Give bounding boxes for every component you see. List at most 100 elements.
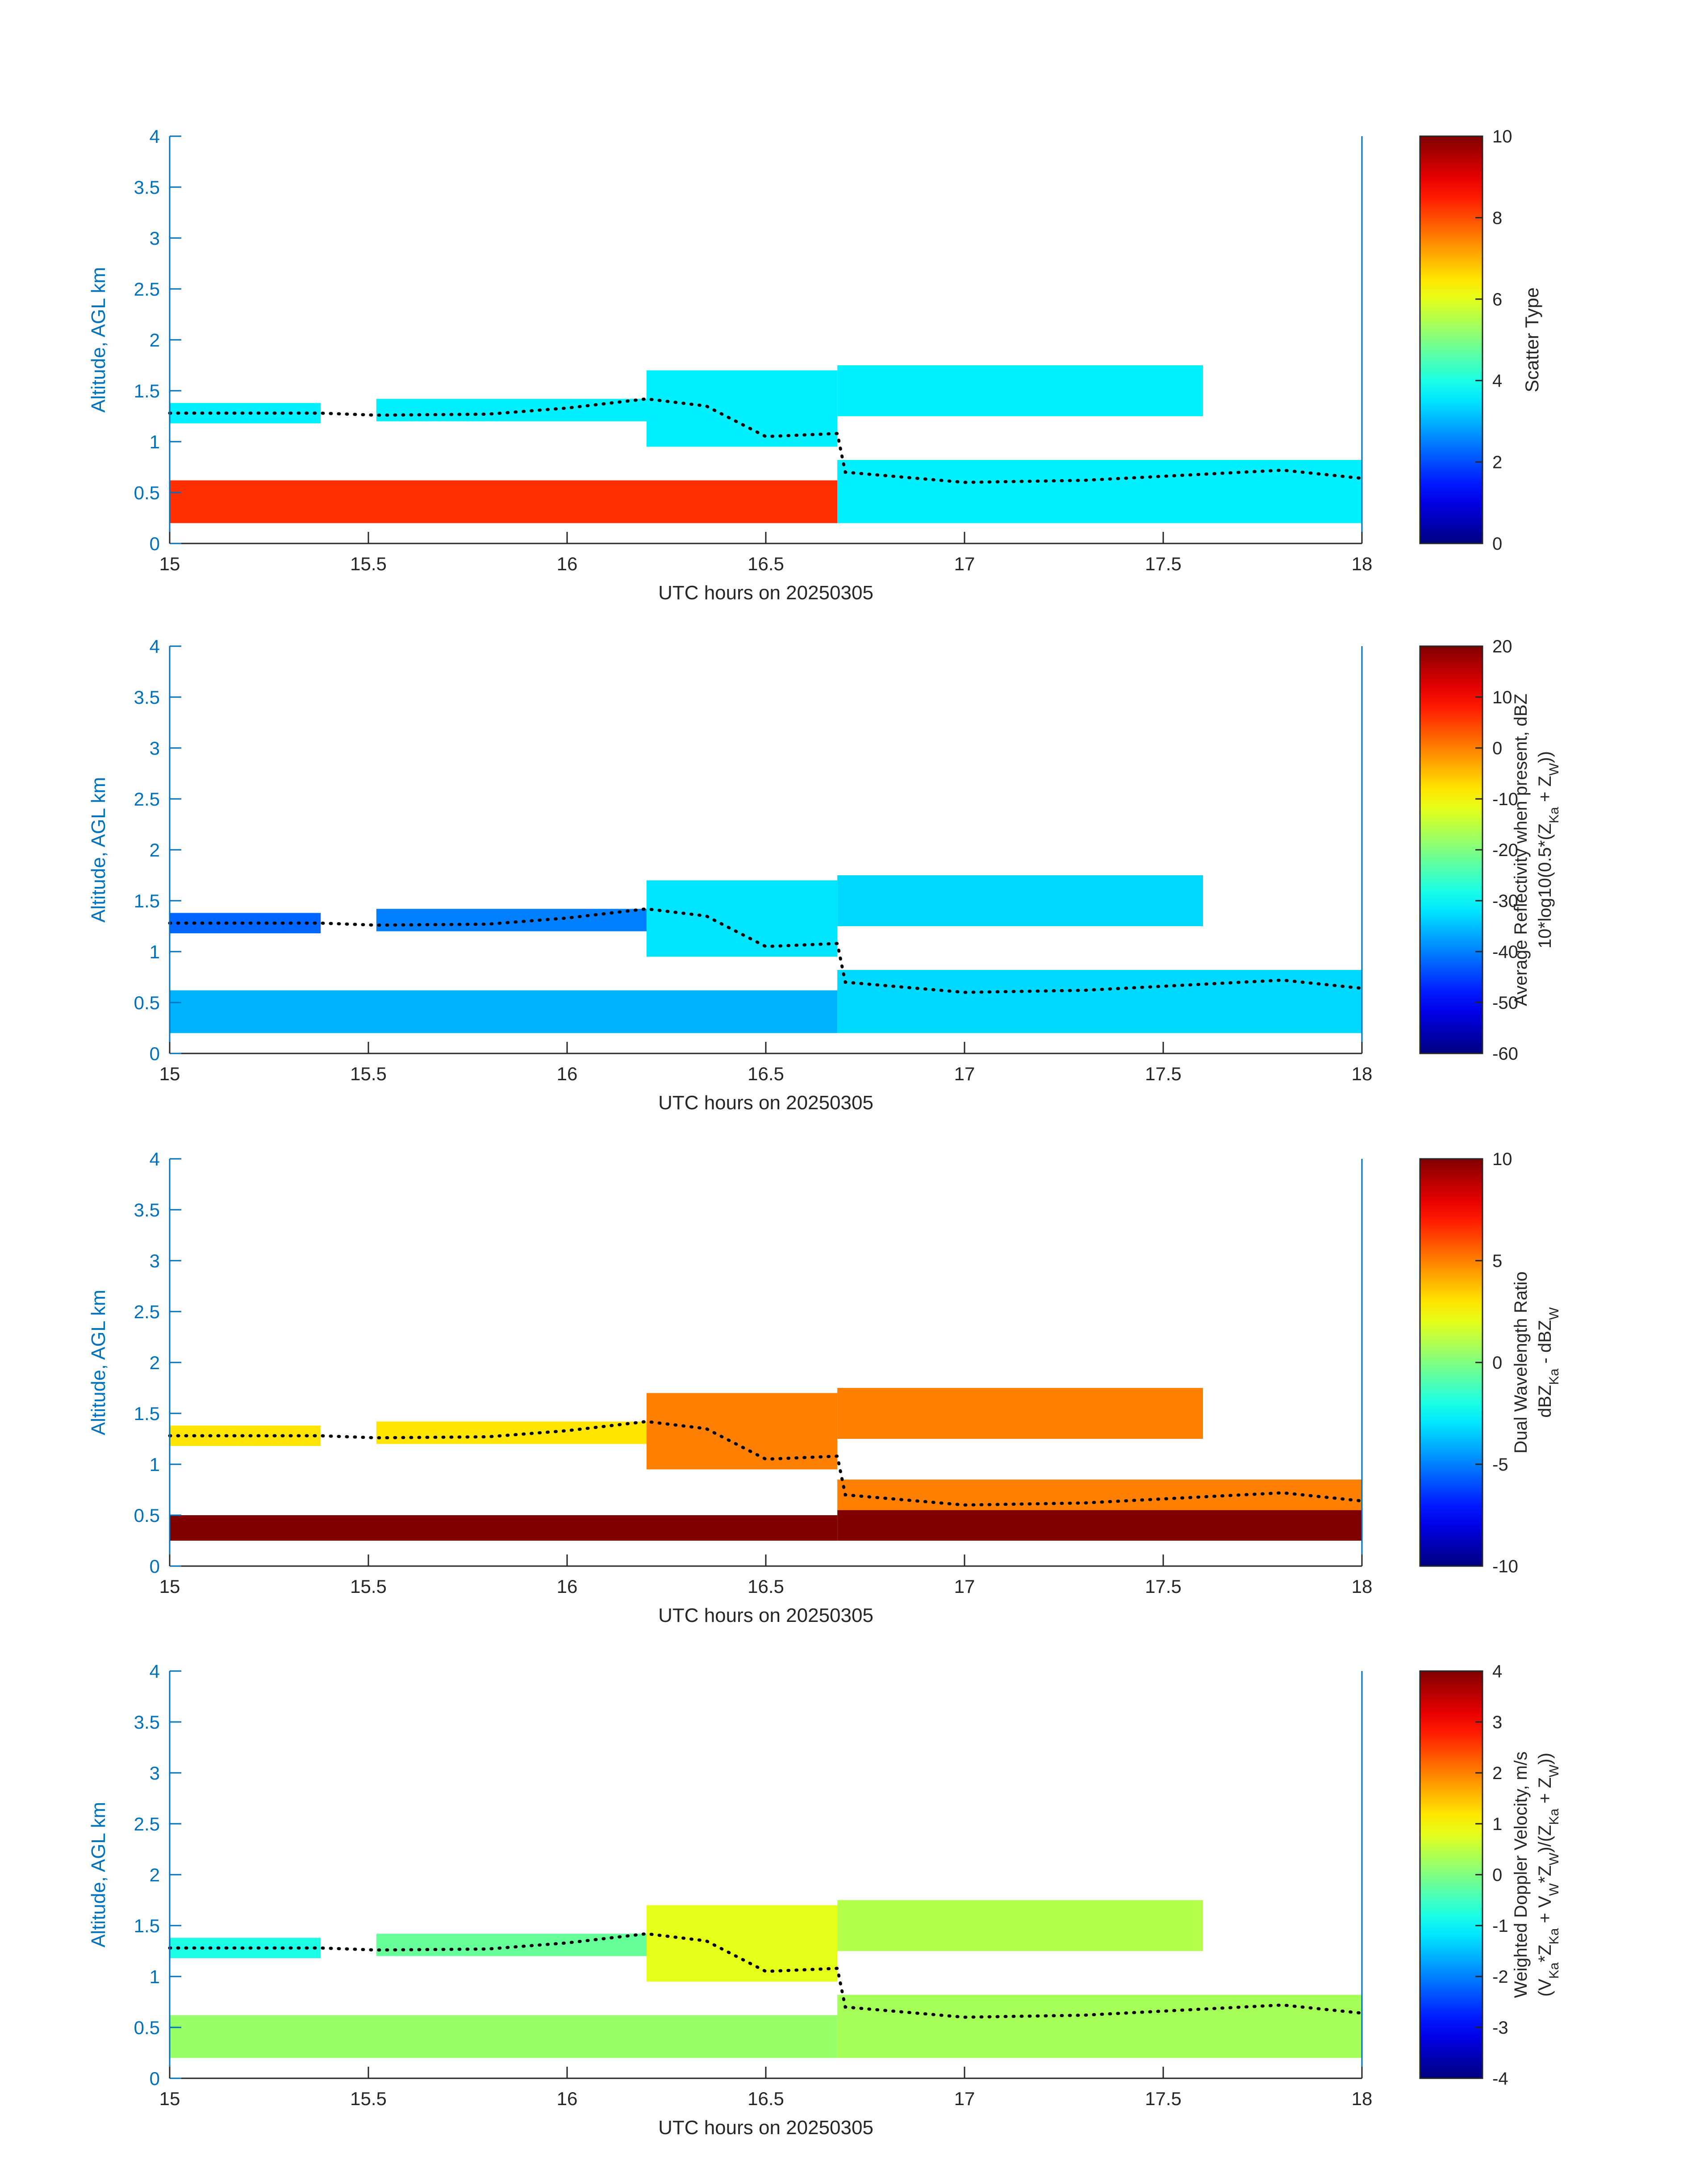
y-tick-label: 1.5: [134, 1915, 160, 1936]
colorbar: -60 -50 -40 -30 -20 -10 0 10 20 Average Reflectiv…: [1419, 637, 1562, 1064]
colorbar-tick-label: 2: [1492, 453, 1502, 472]
colorbar-tick-label: -40: [1492, 942, 1518, 962]
layer-top-line: [168, 397, 1364, 484]
colorbar-tick-label: -5: [1492, 1455, 1508, 1475]
colorbar-tick-label: 0: [1492, 1353, 1502, 1373]
colorbar-tick-label: 10: [1492, 688, 1512, 707]
y-tick-label: 3: [150, 1763, 160, 1784]
y-tick-label: 1.5: [134, 1403, 160, 1424]
y-tick-label: 3.5: [134, 177, 160, 198]
colorbar-tick-label: 10: [1492, 127, 1512, 146]
layer-top-line: [168, 1932, 1364, 2019]
y-tick-label: 0.5: [134, 2017, 160, 2038]
y-tick-label: 1: [150, 941, 160, 962]
colorbar-tick-label: 10: [1492, 1149, 1512, 1169]
colorbar-tick-label: 3: [1492, 1713, 1502, 1732]
y-tick-label: 2.5: [134, 279, 160, 300]
colorbar-tick-label: -2: [1492, 1967, 1508, 1987]
y-tick-label: 2.5: [134, 1301, 160, 1322]
colorbar-tick-label: -50: [1492, 993, 1518, 1013]
y-tick-label: 1: [150, 431, 160, 452]
heatmap-region-2: [837, 1510, 1362, 1541]
x-tick-label: 16: [557, 1063, 578, 1084]
colorbar-tick-label: 1: [1492, 1814, 1502, 1834]
colorbar-tick-label: 6: [1492, 290, 1502, 309]
x-tick-label: 18: [1352, 553, 1373, 574]
colorbar-tick-label: -3: [1492, 2018, 1508, 2038]
x-tick-label: 16.5: [748, 553, 784, 574]
colorbar-tick-label: -10: [1492, 1557, 1518, 1576]
x-tick-label: 16.5: [748, 2088, 784, 2109]
y-axis-label: Altitude, AGL km: [88, 267, 109, 413]
y-tick-label: 2.5: [134, 789, 160, 810]
y-tick-label: 0: [150, 2068, 160, 2089]
y-tick-label: 3: [150, 1250, 160, 1271]
y-tick-label: 4: [150, 1661, 160, 1682]
y-tick-label: 4: [150, 636, 160, 657]
x-tick-label: 15.5: [350, 2088, 387, 2109]
y-axis-label: Altitude, AGL km: [88, 1802, 109, 1947]
y-tick-label: 0: [150, 533, 160, 554]
y-axis-label: Altitude, AGL km: [88, 1290, 109, 1435]
colorbar-label-formula: 10*log10(0.5*(ZKa + ZW)): [1535, 751, 1562, 949]
x-tick-label: 15: [159, 1063, 180, 1084]
x-tick-label: 15.5: [350, 553, 387, 574]
colorbar: -4 -3 -2 -1 0 1 2 3 4 Weighted Doppler Velocity, …: [1419, 1662, 1562, 2089]
heatmap-region-5: [376, 1421, 647, 1444]
x-tick-label: 16.5: [748, 1063, 784, 1084]
y-tick-label: 3.5: [134, 1199, 160, 1220]
colorbar-tick-label: 0: [1492, 534, 1502, 554]
layer-top-line: [168, 1420, 1364, 1507]
y-tick-label: 1.5: [134, 890, 160, 911]
x-axis-label: UTC hours on 20250305: [658, 1092, 873, 1114]
panel-1: 0 0.5 1 1.5 2 2.5 3 3.5 4 15 15.5 16 16.5 17 17.5 18 UTC…: [88, 126, 1542, 604]
x-tick-label: 17: [954, 1063, 975, 1084]
colorbar: -10 -5 0 5 10 Dual Wavelength Ratio dBZKa - dB…: [1419, 1149, 1562, 1576]
x-tick-label: 17: [954, 1576, 975, 1597]
y-tick-label: 3.5: [134, 1712, 160, 1733]
heatmap-region-1: [170, 990, 838, 1033]
heatmap-region-2: [837, 460, 1362, 523]
colorbar-scale: [1419, 1670, 1483, 2079]
colorbar-tick-label: 8: [1492, 208, 1502, 228]
colorbar-tick-label: -10: [1492, 790, 1518, 809]
colorbar-tick-label: 20: [1492, 637, 1512, 656]
colorbar-label: Weighted Doppler Velocity, m/s: [1511, 1751, 1531, 1998]
colorbar-label: Dual Wavelength Ratio: [1511, 1271, 1531, 1454]
x-tick-label: 17.5: [1145, 2088, 1182, 2109]
y-tick-label: 2: [150, 330, 160, 351]
x-tick-label: 17: [954, 2088, 975, 2109]
x-tick-label: 16: [557, 553, 578, 574]
heatmap-region-4: [376, 909, 647, 932]
panel-2: 0 0.5 1 1.5 2 2.5 3 3.5 4 15 15.5 16 16.5 17 17.5 18 UTC…: [88, 636, 1562, 1114]
colorbar-tick-label: 0: [1492, 739, 1502, 758]
colorbar-label-formula: dBZKa - dBZW: [1535, 1307, 1562, 1418]
heatmap-region-4: [376, 1934, 647, 1956]
x-axis-label: UTC hours on 20250305: [658, 2117, 873, 2139]
y-axis-label: Altitude, AGL km: [88, 777, 109, 923]
heatmap-region-2: [837, 1995, 1362, 2058]
heatmap-region-2: [837, 970, 1362, 1033]
heatmap-region-5: [647, 880, 838, 957]
x-tick-label: 15.5: [350, 1063, 387, 1084]
x-tick-label: 17.5: [1145, 553, 1182, 574]
x-tick-label: 16: [557, 1576, 578, 1597]
colorbar-tick-label: -1: [1492, 1916, 1508, 1936]
layer-top-line: [168, 907, 1364, 994]
x-tick-label: 17.5: [1145, 1576, 1182, 1597]
heatmap-region-1: [170, 1515, 838, 1541]
colorbar-tick-label: 4: [1492, 1662, 1502, 1681]
x-tick-label: 15: [159, 553, 180, 574]
colorbar: 0 2 4 6 8 10 Scatter Type: [1419, 127, 1542, 554]
x-tick-label: 15.5: [350, 1576, 387, 1597]
heatmap-region-6: [647, 1393, 838, 1470]
colorbar-label: Average Reflectivity when present, dBZ: [1511, 694, 1531, 1006]
y-tick-label: 1.5: [134, 380, 160, 401]
y-tick-label: 4: [150, 126, 160, 147]
heatmap-region-7: [837, 1388, 1203, 1439]
colorbar-scale: [1419, 645, 1483, 1054]
colorbar-tick-label: 2: [1492, 1763, 1502, 1783]
x-tick-label: 17: [954, 553, 975, 574]
heatmap-region-4: [376, 399, 647, 422]
